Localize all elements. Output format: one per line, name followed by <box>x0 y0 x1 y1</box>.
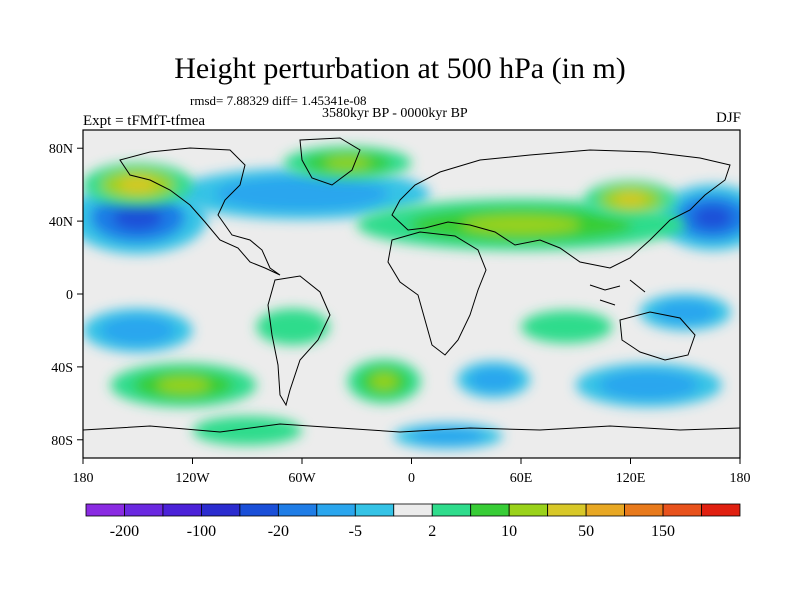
anomaly-contour <box>468 367 519 393</box>
coast-se-asia-islands <box>589 279 646 306</box>
colorbar-swatch <box>547 503 587 517</box>
lat-tick-label: 40S <box>51 361 73 376</box>
anomaly-blob <box>192 416 302 446</box>
anomaly-contour <box>215 176 389 212</box>
anomaly-contour <box>370 373 398 390</box>
anomaly-blob <box>457 361 531 398</box>
anomaly-contour <box>324 156 371 169</box>
lat-tick-label: 80N <box>49 142 73 157</box>
lon-tick-label: 60E <box>510 471 533 486</box>
anomaly-blob <box>347 359 421 404</box>
colorbar-label: -5 <box>349 523 362 540</box>
anomaly-contour <box>112 204 163 231</box>
anomaly-contour <box>100 315 175 346</box>
colorbar-label: -20 <box>268 523 289 540</box>
anomaly-blob <box>575 363 722 407</box>
colorbar-swatch <box>316 503 356 517</box>
experiment-label: Expt = tFMfT-tfmea <box>83 113 206 129</box>
coast-australia <box>619 311 696 361</box>
anomaly-blob <box>110 363 257 407</box>
colorbar-label: 10 <box>501 523 517 540</box>
plot-title: Height perturbation at 500 hPa (in m) <box>174 52 626 85</box>
lon-tick-label: 0 <box>408 471 415 486</box>
lon-tick-label: 60W <box>288 471 316 486</box>
colorbar-swatch <box>85 503 125 517</box>
anomaly-blob <box>174 168 430 220</box>
colorbar-swatch <box>470 503 510 517</box>
coast-south-america <box>267 275 331 407</box>
anomaly-contour <box>599 370 699 400</box>
anomaly-blob <box>639 294 731 331</box>
colorbar-label: -100 <box>187 523 216 540</box>
colorbar-label: -200 <box>110 523 139 540</box>
colorbar-label: 2 <box>428 523 436 540</box>
colorbar-swatch <box>239 503 279 517</box>
period-label: 3580kyr BP - 0000kyr BP <box>322 106 468 121</box>
anomaly-blob <box>657 184 740 251</box>
anomaly-blob <box>584 181 677 218</box>
axis-ticks: 180 120W 60W 0 60E 120E 180 80N 40N 0 40S 80S <box>49 142 751 486</box>
colorbar-swatch <box>201 503 241 517</box>
anomaly-contour <box>157 377 210 393</box>
colorbar-swatch <box>508 503 549 517</box>
coast-antarctica <box>83 423 740 433</box>
coast-africa <box>387 231 487 356</box>
coast-north-america <box>119 147 281 276</box>
anomaly-field-layer <box>83 146 740 449</box>
coastlines <box>83 137 740 433</box>
lon-tick-label: 180 <box>73 471 94 486</box>
colorbar: -200 -100 -20 -5 2 10 50 150 <box>85 503 741 540</box>
anomaly-blob <box>256 308 330 346</box>
colorbar-swatch <box>162 503 202 517</box>
map-area <box>83 130 740 458</box>
colorbar-swatch <box>354 503 395 517</box>
anomaly-contour <box>461 215 581 234</box>
lat-tick-label: 80S <box>51 434 73 449</box>
coast-greenland <box>299 137 361 186</box>
lon-tick-label: 120E <box>616 471 646 486</box>
colorbar-swatch <box>662 503 702 517</box>
anomaly-contour <box>654 299 717 325</box>
lon-tick-label: 180 <box>730 471 751 486</box>
colorbar-swatch <box>701 503 741 517</box>
anomaly-contour <box>118 176 158 193</box>
season-label: DJF <box>715 110 741 126</box>
coast-eurasia <box>391 149 731 269</box>
colorbar-swatch <box>585 503 625 517</box>
anomaly-contour <box>614 192 647 206</box>
anomaly-contour <box>192 416 302 446</box>
anomaly-contour <box>410 427 486 445</box>
colorbar-swatch <box>277 503 318 517</box>
anomaly-blob <box>521 310 613 344</box>
anomaly-blob <box>83 308 193 353</box>
colorbar-label: 150 <box>651 523 675 540</box>
anomaly-contour <box>521 310 613 344</box>
anomaly-contour <box>692 205 733 230</box>
anomaly-blob <box>283 146 412 180</box>
lon-tick-label: 120W <box>175 471 210 486</box>
anomaly-contour <box>256 308 330 346</box>
anomaly-blob <box>393 423 503 449</box>
colorbar-label: 50 <box>578 523 594 540</box>
lat-tick-label: 0 <box>66 288 73 303</box>
colorbar-swatch <box>624 503 664 517</box>
colorbar-swatch <box>393 503 433 517</box>
lat-tick-label: 40N <box>49 215 73 230</box>
anomaly-blob <box>83 162 193 207</box>
colorbar-swatch <box>124 503 164 517</box>
colorbar-swatch <box>431 503 472 517</box>
stats-line: rmsd= 7.88329 diff= 1.45341e-08 <box>190 93 367 108</box>
